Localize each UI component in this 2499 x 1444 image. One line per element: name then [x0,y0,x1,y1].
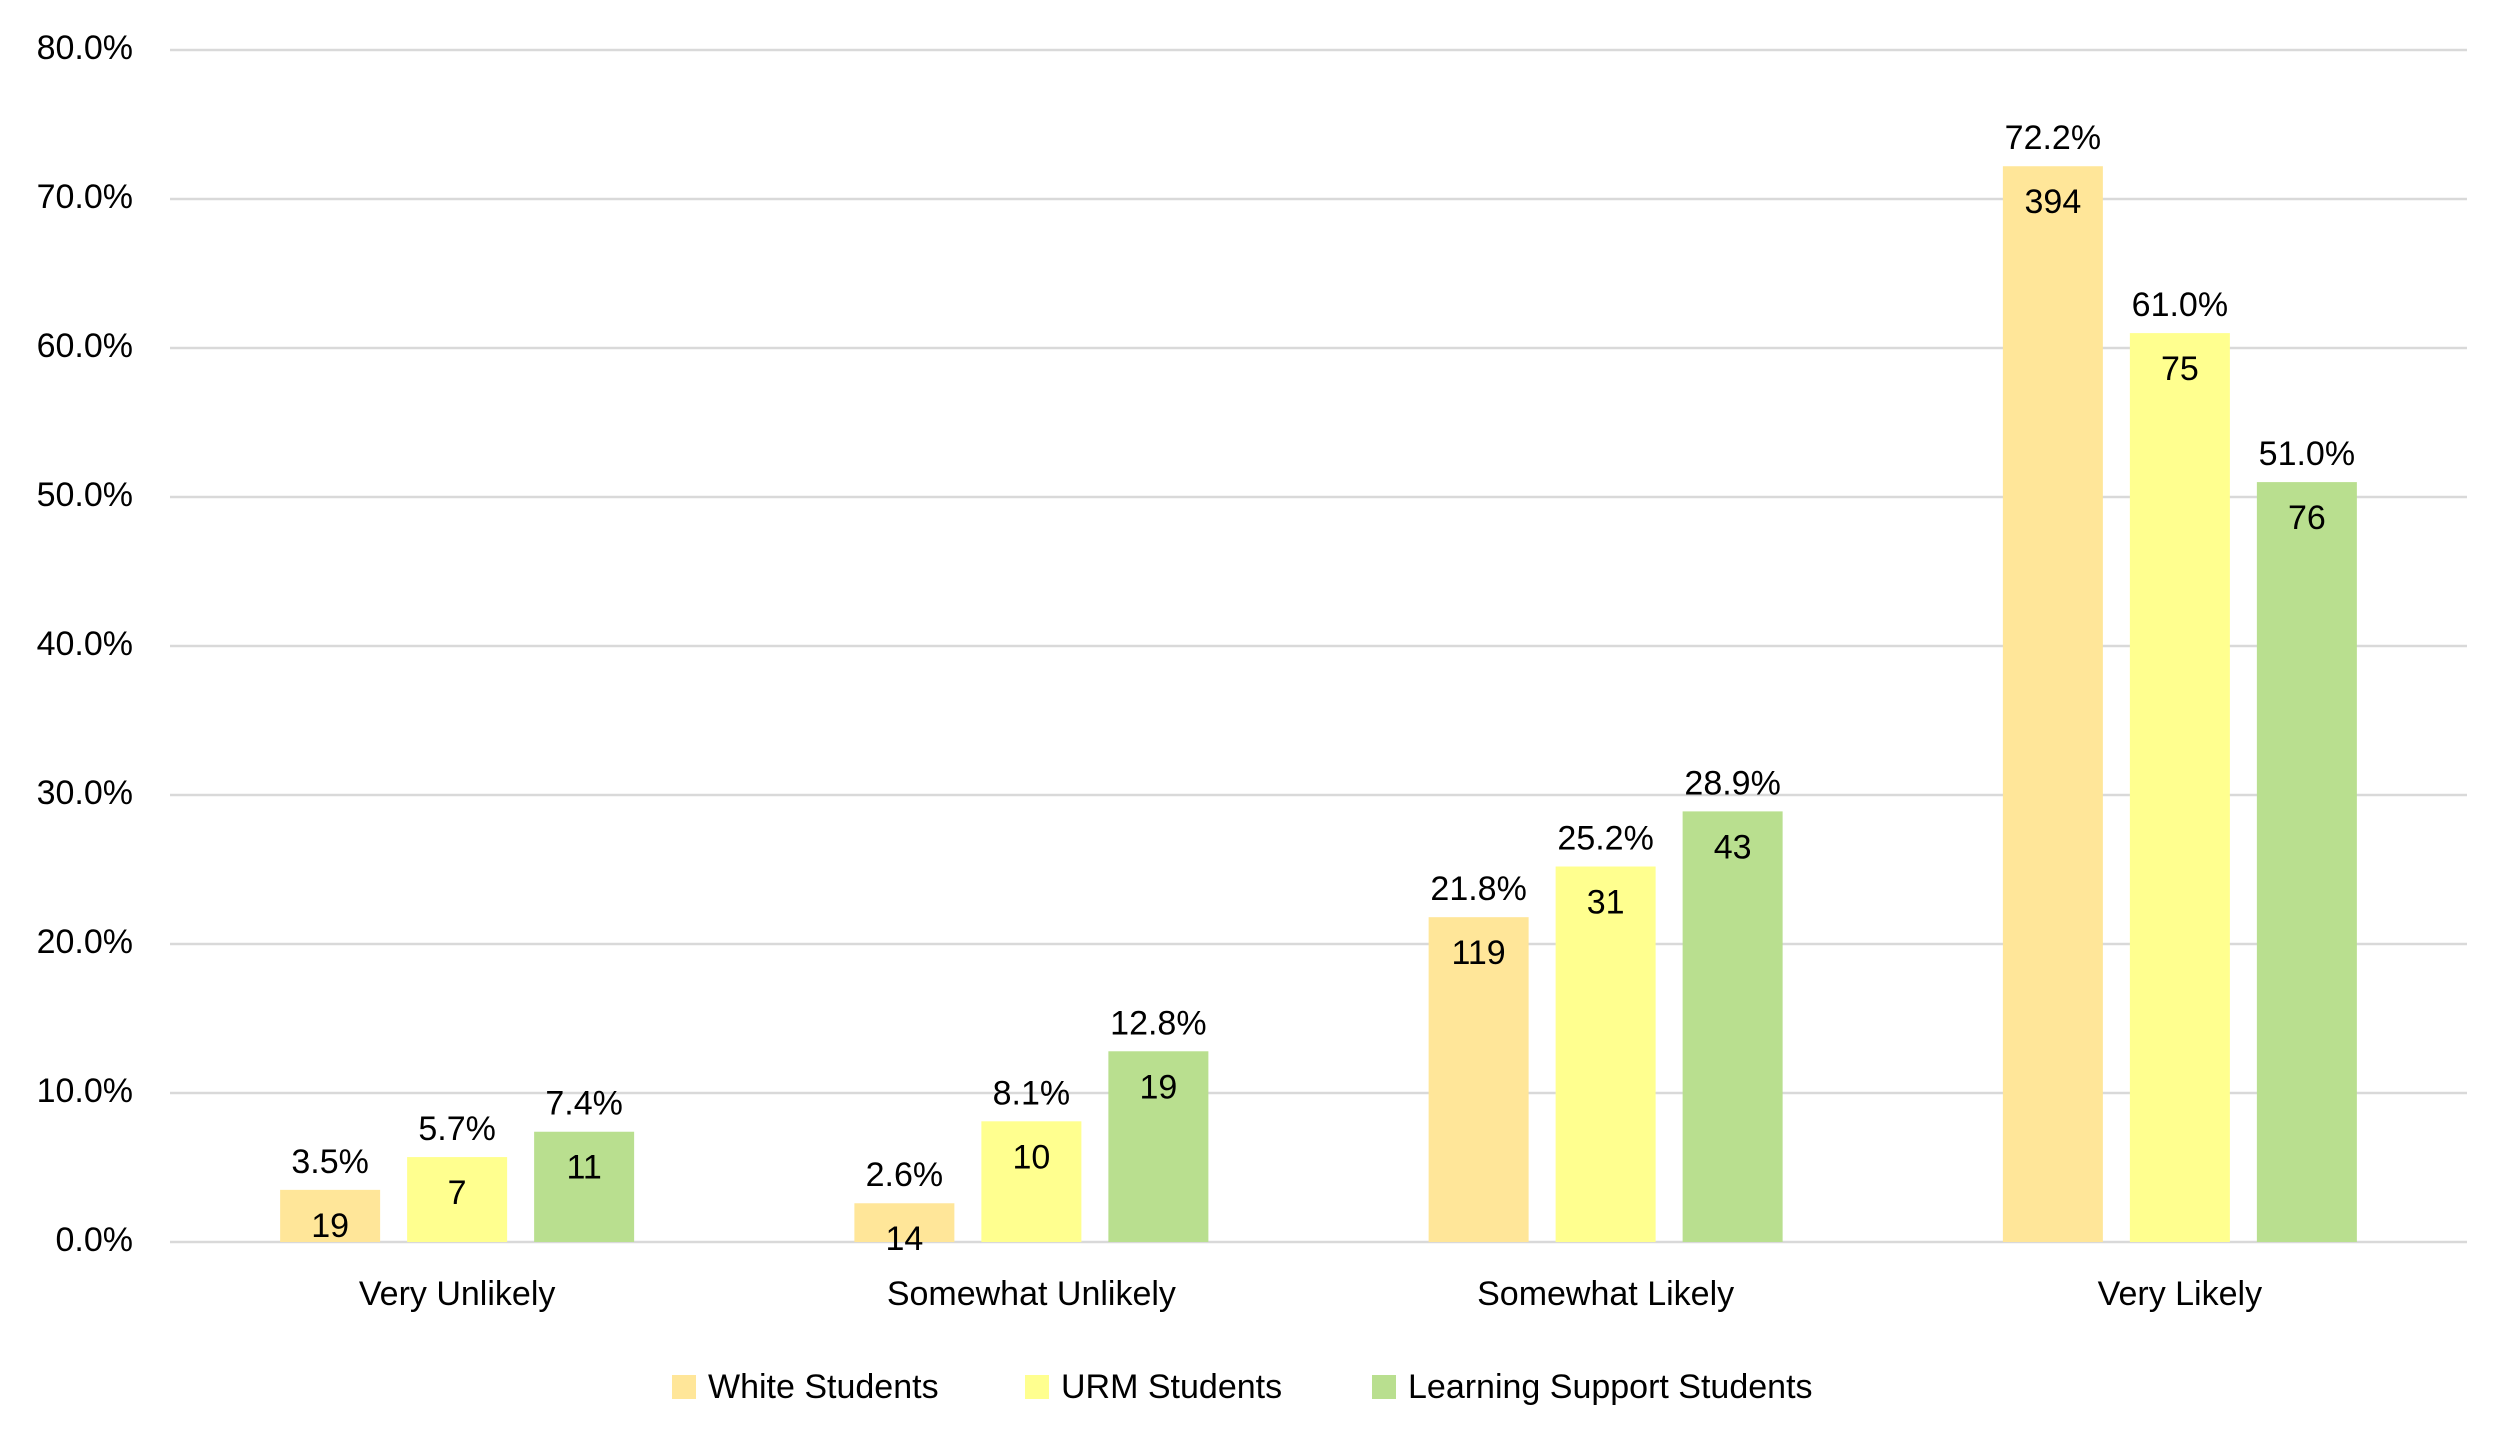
bar [2129,333,2230,1243]
legend-label: Learning Support Students [1408,1368,1813,1406]
y-tick-label: 20.0% [37,923,133,961]
count-label: 31 [1587,884,1625,922]
bar [981,1121,1082,1242]
count-label: 10 [1012,1138,1050,1176]
legend-swatch [1372,1375,1396,1399]
y-tick-label: 30.0% [37,774,133,812]
value-label: 3.5% [291,1143,369,1181]
legend-label: White Students [708,1368,939,1406]
value-label: 25.2% [1557,820,1653,858]
x-tick-label: Very Unlikely [359,1275,556,1313]
value-label: 7.4% [545,1085,623,1123]
value-label: 61.0% [2132,286,2228,324]
bar [280,1189,381,1242]
legend-swatch [1025,1375,1049,1399]
count-label: 7 [448,1174,467,1212]
y-tick-label: 60.0% [37,327,133,365]
y-tick-label: 80.0% [37,29,133,67]
value-label: 21.8% [1430,870,1526,908]
bar [407,1157,508,1242]
value-label: 51.0% [2259,435,2355,473]
count-label: 119 [1452,934,1506,972]
y-tick-label: 10.0% [37,1072,133,1110]
count-label: 76 [2288,499,2326,537]
count-label: 14 [885,1220,923,1258]
count-label: 11 [566,1149,601,1187]
value-label: 28.9% [1684,764,1780,802]
bar [1555,866,1656,1242]
y-tick-label: 0.0% [56,1221,134,1259]
bar [1108,1051,1209,1242]
value-label: 72.2% [2005,119,2101,157]
x-tick-label: Somewhat Unlikely [887,1275,1176,1313]
value-label: 8.1% [993,1074,1071,1112]
bar [1682,811,1783,1242]
count-label: 43 [1714,828,1752,866]
value-label: 2.6% [866,1156,944,1194]
x-tick-label: Somewhat Likely [1477,1275,1734,1313]
count-label: 19 [1139,1068,1177,1106]
value-label: 12.8% [1110,1004,1206,1042]
bar [854,1203,955,1242]
bar [2002,166,2103,1243]
legend-swatch [672,1375,696,1399]
y-tick-label: 50.0% [37,476,133,514]
count-label: 19 [311,1207,349,1245]
bar [534,1131,635,1242]
y-tick-label: 40.0% [37,625,133,663]
value-label: 5.7% [418,1110,496,1148]
count-label: 75 [2161,350,2199,388]
bar [2256,482,2357,1243]
legend-label: URM Students [1061,1368,1282,1406]
count-label: 394 [2025,183,2082,221]
bar [1428,917,1529,1242]
x-tick-label: Very Likely [2098,1275,2262,1313]
y-tick-label: 70.0% [37,178,133,216]
